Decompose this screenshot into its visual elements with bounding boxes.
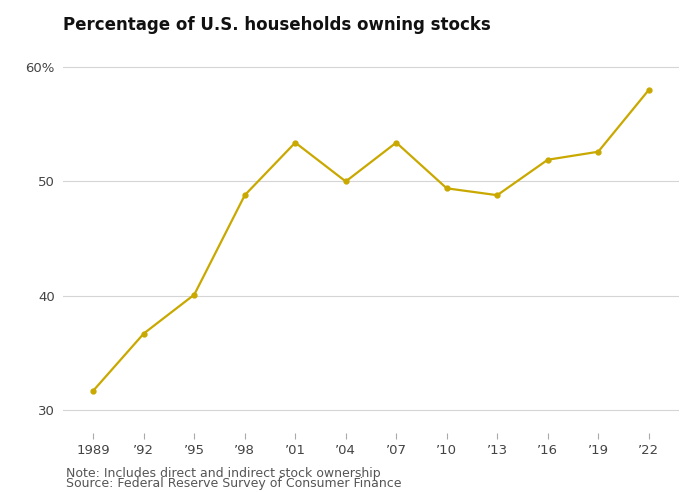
Text: Source: Federal Reserve Survey of Consumer Finance: Source: Federal Reserve Survey of Consum… — [66, 477, 402, 490]
Text: Percentage of U.S. households owning stocks: Percentage of U.S. households owning sto… — [63, 16, 491, 34]
Text: Note: Includes direct and indirect stock ownership: Note: Includes direct and indirect stock… — [66, 467, 381, 480]
